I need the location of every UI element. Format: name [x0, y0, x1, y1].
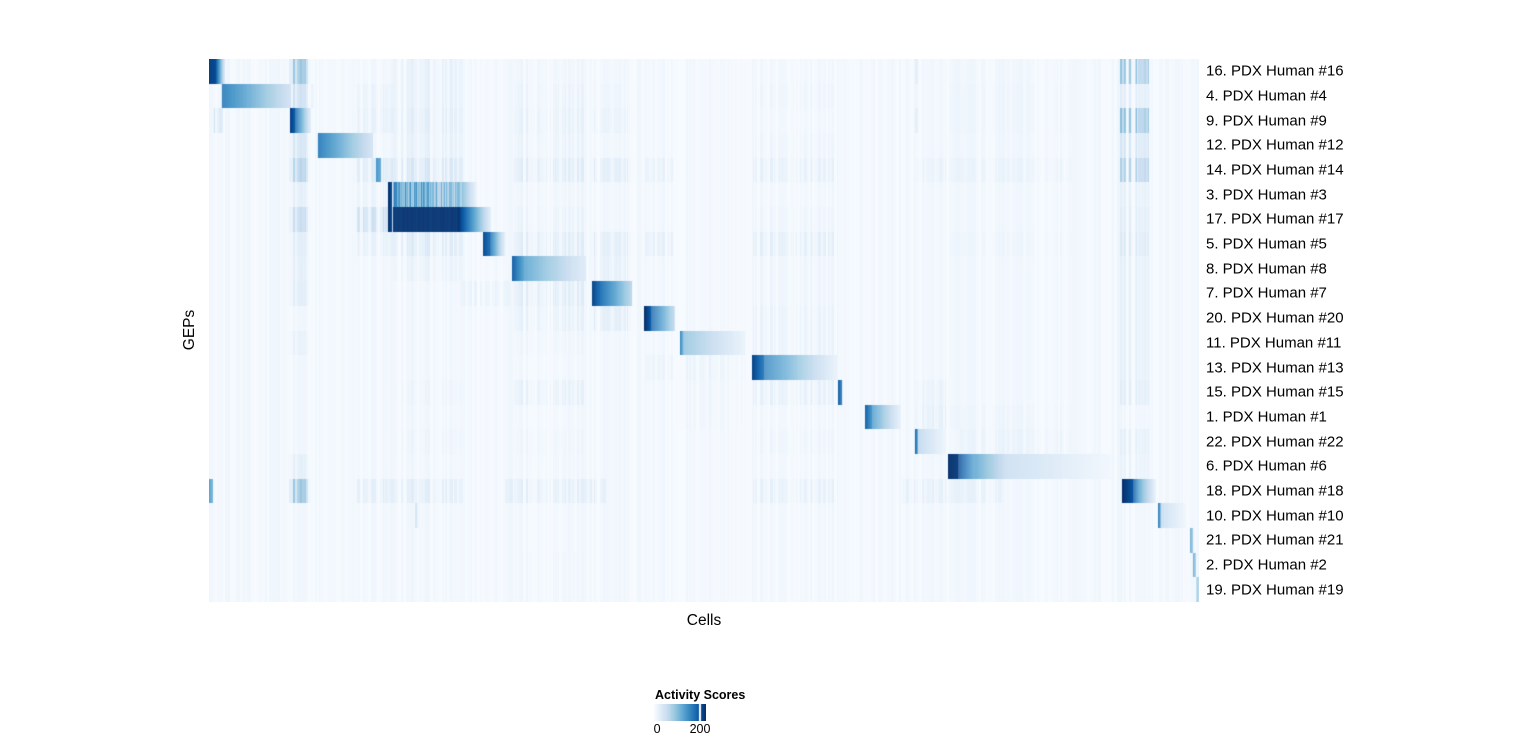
row-label: 8. PDX Human #8: [1206, 260, 1327, 278]
row-label: 18. PDX Human #18: [1206, 482, 1344, 500]
legend-title: Activity Scores: [655, 688, 746, 702]
row-label: 7. PDX Human #7: [1206, 284, 1327, 302]
activity-scores-legend: Activity Scores 0 200: [654, 688, 764, 740]
heatmap-canvas: [209, 59, 1199, 602]
legend-colorbar: [654, 704, 706, 721]
row-label: 3. PDX Human #3: [1206, 186, 1327, 204]
row-label: 14. PDX Human #14: [1206, 161, 1344, 179]
row-label: 22. PDX Human #22: [1206, 433, 1344, 451]
row-label: 4. PDX Human #4: [1206, 87, 1327, 105]
row-label: 19. PDX Human #19: [1206, 581, 1344, 599]
row-label: 2. PDX Human #2: [1206, 556, 1327, 574]
row-label: 15. PDX Human #15: [1206, 383, 1344, 401]
row-label: 10. PDX Human #10: [1206, 507, 1344, 525]
row-label: 16. PDX Human #16: [1206, 62, 1344, 80]
row-label: 20. PDX Human #20: [1206, 309, 1344, 327]
row-label: 6. PDX Human #6: [1206, 457, 1327, 475]
row-label: 1. PDX Human #1: [1206, 408, 1327, 426]
legend-tick-labels: 0 200: [654, 723, 764, 738]
y-axis-label: GEPs: [181, 309, 198, 351]
row-label: 12. PDX Human #12: [1206, 136, 1344, 154]
legend-tick-label: 200: [689, 722, 711, 736]
row-label: 5. PDX Human #5: [1206, 235, 1327, 253]
legend-tick-label: 0: [653, 722, 661, 736]
row-label: 9. PDX Human #9: [1206, 112, 1327, 130]
row-label: 17. PDX Human #17: [1206, 210, 1344, 228]
row-label: 13. PDX Human #13: [1206, 359, 1344, 377]
x-axis-label: Cells: [686, 612, 722, 629]
gep-row-labels: 16. PDX Human #16 4. PDX Human #4 9. PDX H…: [1206, 59, 1536, 602]
row-label: 21. PDX Human #21: [1206, 531, 1344, 549]
row-label: 11. PDX Human #11: [1206, 334, 1342, 352]
